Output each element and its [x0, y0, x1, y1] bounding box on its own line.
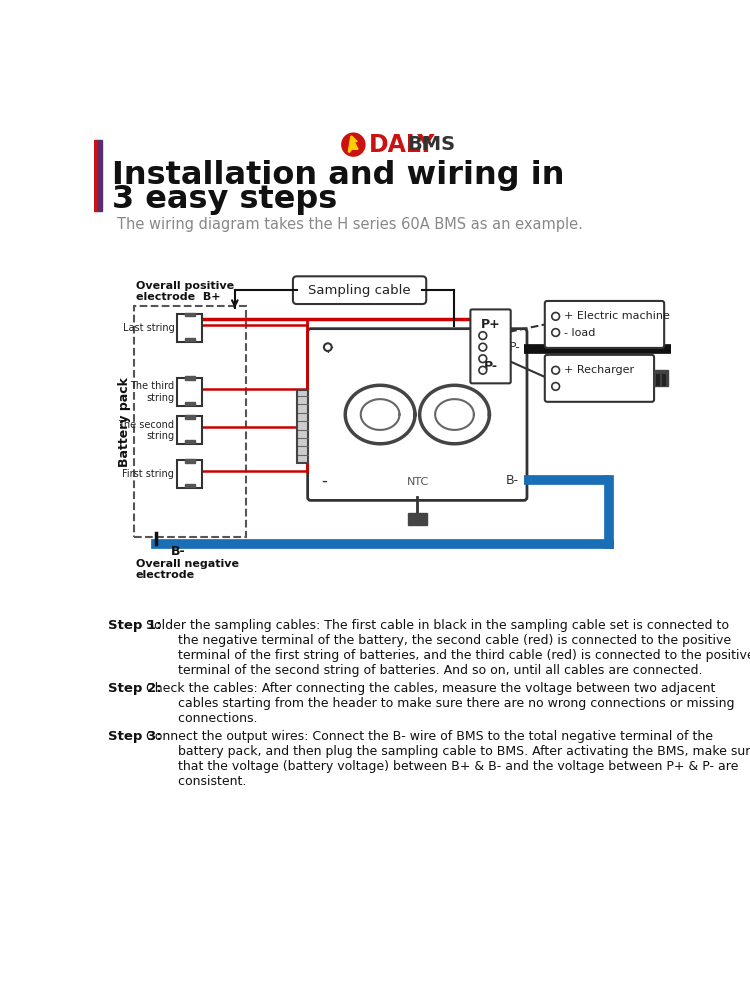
FancyBboxPatch shape — [308, 329, 527, 500]
Circle shape — [479, 355, 487, 363]
FancyBboxPatch shape — [293, 276, 426, 304]
Bar — [185, 376, 194, 380]
FancyBboxPatch shape — [544, 301, 664, 348]
Circle shape — [552, 329, 560, 336]
Text: DALY: DALY — [369, 133, 435, 157]
Circle shape — [479, 332, 487, 339]
Text: 3 easy steps: 3 easy steps — [112, 184, 338, 215]
FancyBboxPatch shape — [544, 355, 654, 402]
Text: - load: - load — [564, 328, 596, 338]
Bar — [98, 140, 101, 211]
Text: Overall negative
electrode: Overall negative electrode — [136, 559, 238, 580]
Bar — [297, 389, 308, 463]
Text: BMS: BMS — [408, 135, 456, 154]
Bar — [185, 459, 194, 463]
Bar — [408, 513, 428, 525]
Circle shape — [552, 383, 560, 390]
FancyBboxPatch shape — [470, 309, 511, 383]
Text: + Electric machine: + Electric machine — [564, 311, 670, 321]
Text: Step 1:: Step 1: — [108, 619, 161, 632]
Text: B-: B- — [171, 545, 186, 558]
Text: Installation and wiring in: Installation and wiring in — [112, 160, 565, 191]
Circle shape — [324, 343, 332, 351]
Text: The third
string: The third string — [130, 381, 174, 403]
Bar — [185, 312, 194, 316]
Bar — [654, 370, 668, 386]
Circle shape — [552, 366, 560, 374]
Text: Step 3:: Step 3: — [108, 730, 161, 743]
Text: + Recharger: + Recharger — [564, 365, 634, 375]
Text: B-: B- — [506, 474, 518, 487]
Polygon shape — [348, 135, 358, 154]
Text: P-: P- — [509, 341, 520, 354]
Bar — [185, 402, 194, 405]
Text: P-: P- — [484, 360, 497, 373]
Text: Overall positive
electrode  B+: Overall positive electrode B+ — [136, 281, 234, 302]
Circle shape — [479, 343, 487, 351]
Text: +: + — [322, 341, 334, 356]
Text: Sampling cable: Sampling cable — [308, 284, 411, 297]
Text: The wiring diagram takes the H series 60A BMS as an example.: The wiring diagram takes the H series 60… — [117, 217, 583, 232]
Bar — [134, 306, 247, 537]
Bar — [185, 338, 194, 341]
Circle shape — [479, 366, 487, 374]
Bar — [94, 140, 98, 211]
Text: The second
string: The second string — [118, 420, 174, 441]
Text: -: - — [322, 471, 328, 489]
Text: Step 2:: Step 2: — [108, 682, 161, 695]
Text: Check the cables: After connecting the cables, measure the voltage between two a: Check the cables: After connecting the c… — [146, 682, 735, 725]
Bar — [178, 314, 203, 342]
Bar — [178, 460, 203, 488]
Bar — [185, 440, 194, 443]
Bar — [178, 416, 203, 444]
Bar — [185, 484, 194, 487]
Text: Connect the output wires: Connect the B- wire of BMS to the total negative termi: Connect the output wires: Connect the B-… — [146, 730, 750, 788]
Bar — [185, 415, 194, 419]
Text: First string: First string — [122, 469, 174, 479]
Text: Last string: Last string — [122, 323, 174, 333]
Text: Battery pack: Battery pack — [118, 377, 131, 467]
Bar — [178, 378, 203, 406]
Text: P+: P+ — [481, 318, 500, 331]
Text: NTC: NTC — [406, 477, 429, 487]
Text: Solder the sampling cables: The first cable in black in the sampling cable set i: Solder the sampling cables: The first ca… — [146, 619, 750, 677]
Circle shape — [552, 312, 560, 320]
Circle shape — [343, 134, 364, 155]
